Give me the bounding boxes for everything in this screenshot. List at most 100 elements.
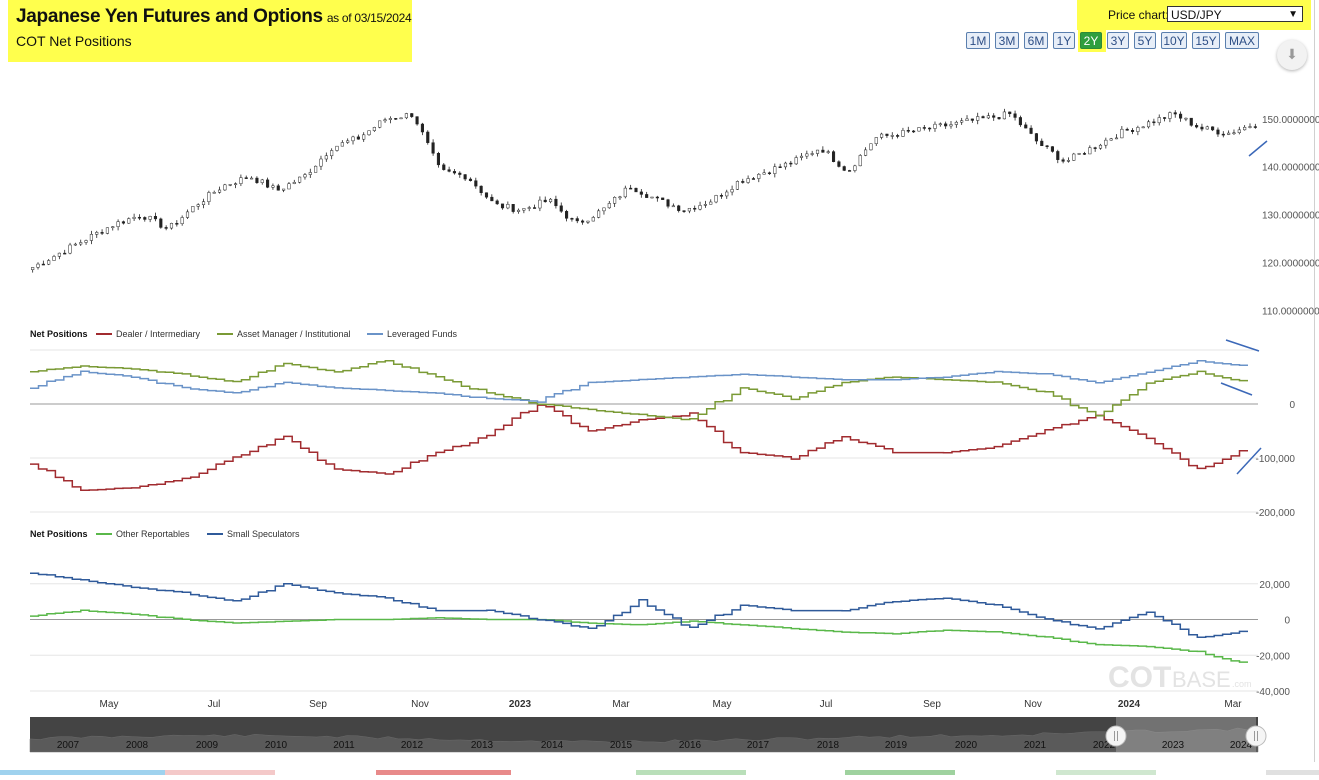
price-candle (1018, 117, 1022, 126)
price-candle (805, 153, 809, 157)
price-candle (693, 207, 697, 210)
chevron-down-icon: ▼ (1288, 9, 1298, 20)
panel2-trend-annotation (1225, 339, 1260, 352)
navigator-area (29, 727, 1259, 753)
price-candle (1008, 111, 1012, 115)
price-candle (36, 263, 40, 268)
navigator-year-label: 2024 (1230, 740, 1253, 751)
price-candle (298, 176, 302, 183)
price-candle (63, 252, 67, 255)
price-candle (303, 174, 307, 178)
price-candle (559, 205, 563, 212)
price-candle (762, 172, 766, 175)
price-candle (356, 136, 360, 140)
price-candle (458, 172, 462, 175)
price-candle (169, 223, 174, 229)
price-candle (84, 240, 88, 243)
watermark-logo: COT (1108, 661, 1171, 694)
price-candle (944, 123, 948, 127)
price-candle (890, 135, 894, 137)
price-candle (260, 179, 264, 183)
range-button-5y[interactable]: 5Y (1134, 32, 1156, 49)
price-candle (1066, 160, 1071, 162)
price-candle (677, 205, 681, 211)
range-button-10y[interactable]: 10Y (1161, 32, 1187, 49)
range-button-3m[interactable]: 3M (995, 32, 1019, 49)
download-icon[interactable]: ⬇ (1277, 40, 1307, 70)
price-candle (912, 130, 916, 133)
price-candle (938, 123, 942, 126)
price-candle (68, 244, 72, 254)
price-candle (1093, 147, 1097, 149)
price-candle (623, 187, 627, 198)
price-candle (1216, 129, 1220, 135)
price-candle (1029, 127, 1033, 134)
price-candle (1253, 126, 1257, 128)
price-candle (671, 205, 675, 208)
price-candle (175, 223, 179, 225)
navigator-year-label: 2007 (57, 740, 80, 751)
price-candle (949, 124, 953, 127)
price-candle (426, 131, 430, 143)
price-candle (223, 184, 227, 191)
price-candle (1189, 117, 1193, 126)
chart-frame (8, 0, 1315, 762)
price-candle (378, 120, 382, 128)
price-candle (1211, 126, 1215, 131)
price-candle (239, 177, 243, 184)
range-button-3y[interactable]: 3Y (1107, 32, 1129, 49)
price-candle (271, 185, 275, 188)
price-candle (634, 187, 638, 193)
panel2-trend-annotation (1236, 447, 1262, 475)
price-candle (1072, 153, 1076, 161)
price-candle (185, 211, 190, 218)
range-button-2y[interactable]: 2Y (1080, 32, 1102, 49)
price-candle (330, 150, 334, 157)
price-candle (981, 116, 985, 119)
price-candle (1077, 153, 1081, 155)
price-candle (848, 170, 852, 172)
price-candle (575, 218, 579, 222)
price-candle (853, 165, 857, 171)
x-axis-label: Sep (923, 699, 941, 710)
price-candle (629, 187, 633, 190)
price-candle (794, 157, 798, 165)
navigator-handle[interactable] (1245, 725, 1267, 747)
price-candle (1045, 145, 1049, 148)
range-button-1m[interactable]: 1M (966, 32, 990, 49)
price-candle (607, 203, 611, 209)
x-axis-label: Mar (612, 699, 630, 710)
price-candle (565, 211, 569, 219)
range-button-6m[interactable]: 6M (1024, 32, 1048, 49)
navigator-year-label: 2023 (1162, 740, 1185, 751)
price-candle (367, 130, 371, 136)
price-candle (1013, 113, 1017, 118)
price-candle (986, 115, 990, 119)
range-button-1y[interactable]: 1Y (1053, 32, 1075, 49)
price-trend-annotation (1248, 140, 1268, 157)
price-candle (516, 209, 521, 212)
range-button-max[interactable]: MAX (1225, 32, 1259, 49)
price-candle (1227, 132, 1231, 135)
price-candle (826, 151, 830, 153)
price-candle (1136, 127, 1140, 132)
price-candle (864, 149, 868, 156)
price-candle (767, 172, 772, 175)
panel2-legend-title: Net Positions (30, 329, 88, 339)
price-chart-select[interactable]: USD/JPY ▼ (1167, 6, 1303, 22)
price-candle (799, 155, 804, 158)
price-y-tick: 120.0000000 (1262, 259, 1319, 270)
navigator-year-label: 2010 (265, 740, 288, 751)
navigator-year-label: 2013 (471, 740, 494, 751)
price-candle (655, 196, 659, 199)
panel3-legend-title: Net Positions (30, 529, 88, 539)
price-candle (1040, 140, 1044, 147)
price-candle (180, 217, 184, 224)
price-candle (250, 177, 254, 180)
price-candle (234, 183, 238, 185)
price-candle (52, 256, 56, 261)
price-candle (463, 174, 467, 180)
navigator-handle[interactable] (1105, 725, 1127, 747)
price-candle (661, 197, 665, 200)
range-button-15y[interactable]: 15Y (1192, 32, 1220, 49)
